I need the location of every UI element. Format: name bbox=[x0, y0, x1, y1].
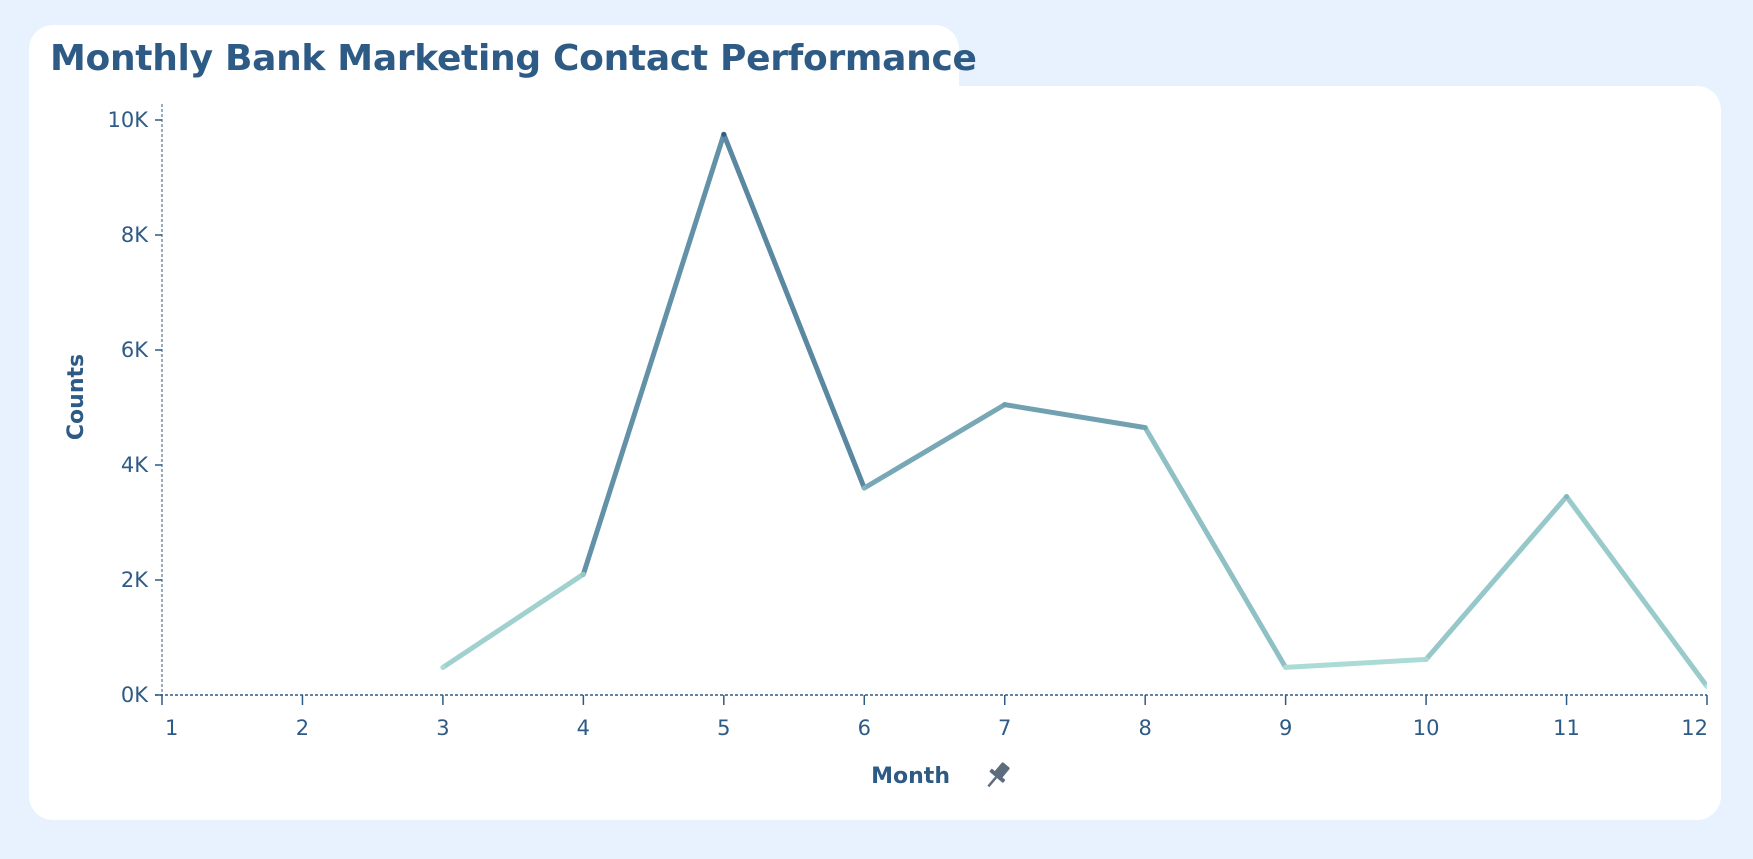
chart-card bbox=[29, 86, 1721, 820]
line-segment bbox=[580, 131, 727, 577]
data-point[interactable] bbox=[580, 571, 586, 577]
x-axis: 1 2 3 4 5 6 7 8 9 10 11 12 bbox=[161, 695, 1708, 740]
line-segment bbox=[1283, 656, 1429, 670]
y-tick-label: 2K bbox=[121, 568, 149, 592]
y-tick-label: 4K bbox=[121, 453, 149, 477]
data-point[interactable] bbox=[1142, 425, 1148, 431]
series-line bbox=[440, 131, 1710, 689]
x-tick-label: 12 bbox=[1681, 716, 1708, 740]
line-segment bbox=[721, 131, 867, 491]
y-axis: 0K 2K 4K 6K 8K 10K bbox=[108, 108, 162, 707]
x-tick-label: 11 bbox=[1553, 716, 1580, 740]
x-axis-title: Month bbox=[871, 764, 950, 789]
line-segment bbox=[861, 402, 1008, 491]
x-tick-label: 7 bbox=[998, 716, 1011, 740]
y-axis-title: Counts bbox=[64, 354, 89, 440]
y-tick-label: 10K bbox=[108, 108, 150, 132]
data-point[interactable] bbox=[721, 131, 727, 137]
x-tick-label: 1 bbox=[165, 716, 178, 740]
x-tick-label: 8 bbox=[1138, 716, 1151, 740]
data-point[interactable] bbox=[1002, 402, 1008, 408]
line-segment bbox=[1564, 494, 1707, 689]
data-point[interactable] bbox=[1564, 494, 1570, 500]
x-tick-label: 10 bbox=[1413, 716, 1440, 740]
x-tick-label: 3 bbox=[436, 716, 449, 740]
data-point[interactable] bbox=[1423, 656, 1429, 662]
data-point[interactable] bbox=[861, 485, 867, 491]
x-tick-label: 5 bbox=[717, 716, 730, 740]
pin-icon[interactable] bbox=[981, 759, 1013, 792]
line-segment bbox=[440, 571, 586, 670]
line-segment bbox=[1002, 402, 1148, 431]
y-tick-label: 6K bbox=[121, 338, 149, 362]
x-tick-label: 4 bbox=[577, 716, 590, 740]
data-point[interactable] bbox=[440, 664, 446, 670]
x-tick-label: 2 bbox=[296, 716, 309, 740]
page-title: Monthly Bank Marketing Contact Performan… bbox=[50, 38, 977, 79]
x-tick-label: 9 bbox=[1279, 716, 1292, 740]
line-segment bbox=[1142, 425, 1289, 670]
y-tick-label: 0K bbox=[121, 683, 149, 707]
y-tick-label: 8K bbox=[121, 223, 149, 247]
data-point[interactable] bbox=[1704, 683, 1710, 689]
x-tick-label: 6 bbox=[858, 716, 871, 740]
line-segment bbox=[1423, 494, 1570, 662]
data-point[interactable] bbox=[1283, 664, 1289, 670]
